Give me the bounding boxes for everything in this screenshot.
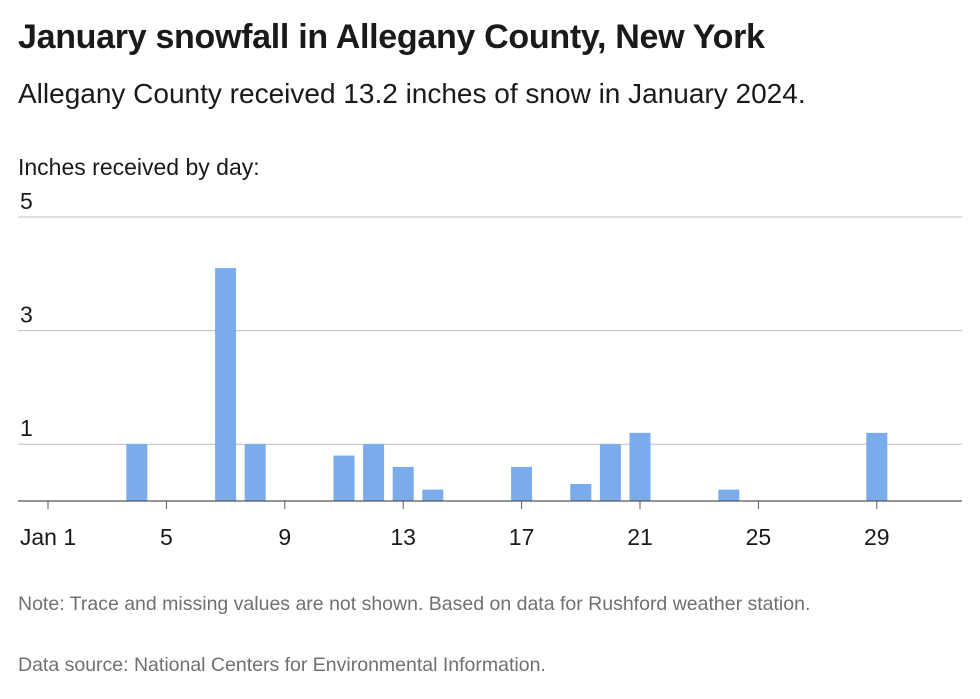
x-tick-label: Jan 1	[20, 524, 76, 550]
y-tick-label: 3	[20, 302, 33, 328]
bar-day-11	[333, 455, 355, 501]
bar-day-21	[629, 432, 651, 501]
x-tick-label: 13	[390, 524, 416, 550]
x-tick-label: 5	[160, 524, 173, 550]
x-axis: Jan 1 5 9 13 17 21 25 29	[18, 500, 962, 550]
chart-source: Data source: National Centers for Enviro…	[18, 654, 546, 676]
bar-day-17	[511, 466, 533, 501]
bar-day-20	[599, 444, 621, 501]
x-tick-label: 9	[278, 524, 291, 550]
bar-day-14	[422, 489, 444, 501]
y-axis-label: Inches received by day:	[18, 154, 260, 180]
y-tick-label: 1	[20, 415, 33, 441]
chart-subtitle: Allegany County received 13.2 inches of …	[18, 78, 806, 109]
y-tick-label: 5	[20, 188, 33, 214]
bar-day-8	[244, 444, 266, 501]
bar-day-12	[363, 444, 385, 501]
x-tick-label: 17	[509, 524, 535, 550]
x-tick-label: 29	[864, 524, 890, 550]
bar-day-13	[392, 466, 414, 501]
bar-day-4	[126, 444, 148, 501]
bar-day-29	[866, 432, 888, 501]
chart-note: Note: Trace and missing values are not s…	[18, 593, 811, 615]
bar-day-24	[718, 489, 740, 501]
x-tick-label: 25	[746, 524, 772, 550]
x-tick-label: 21	[627, 524, 653, 550]
gridlines: 1 3 5	[18, 188, 962, 445]
bars	[126, 268, 888, 501]
bar-day-19	[570, 483, 592, 501]
chart-title: January snowfall in Allegany County, New…	[18, 18, 765, 56]
bar-day-7	[215, 268, 237, 501]
